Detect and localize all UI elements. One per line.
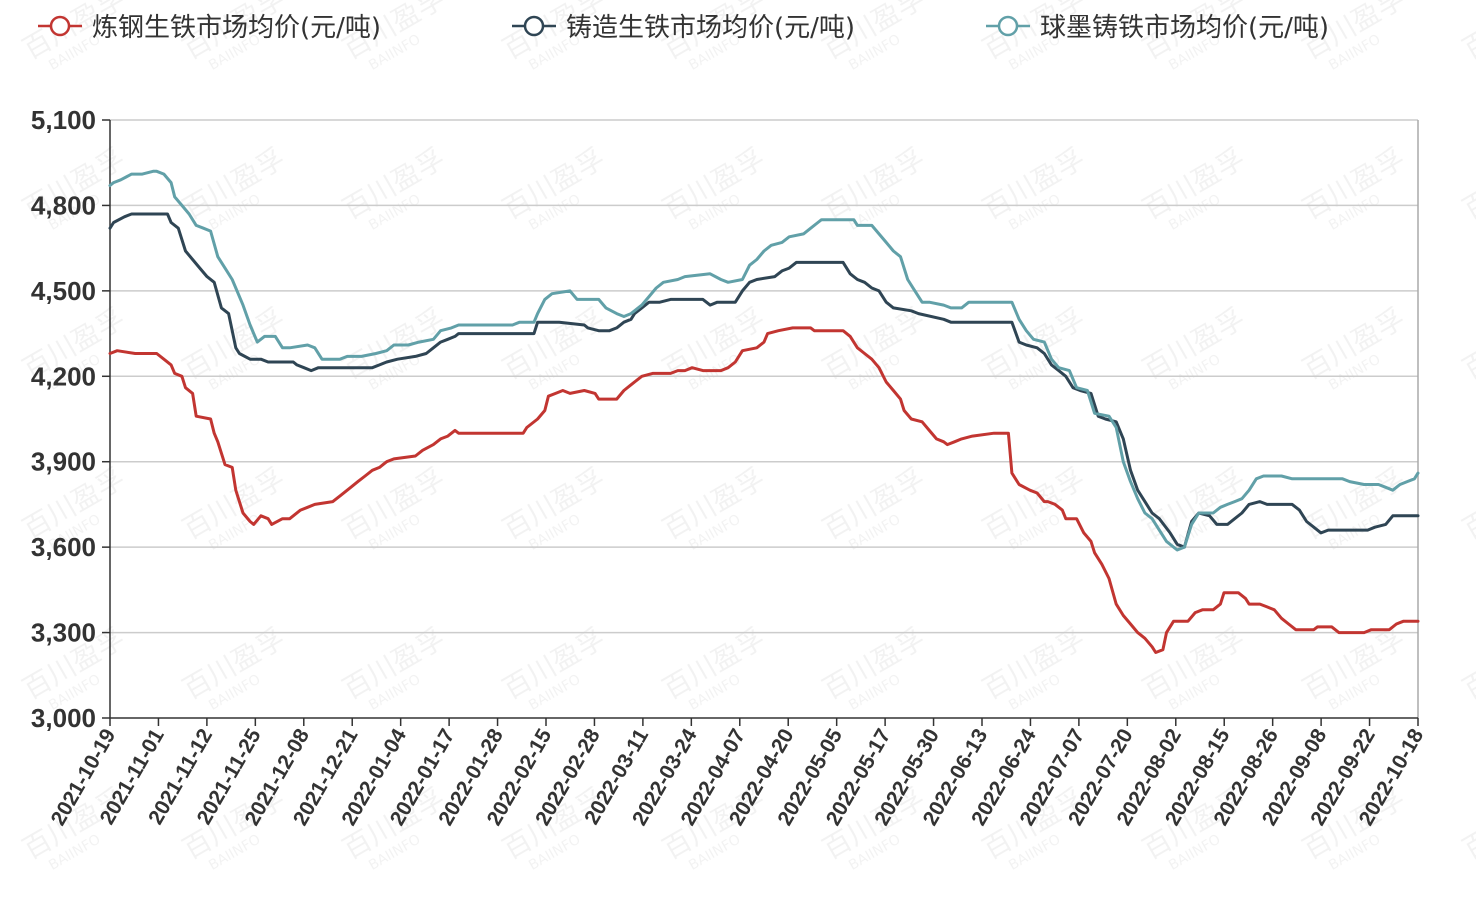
grid-lines	[110, 119, 1418, 634]
svg-text:百川盈孚: 百川盈孚	[1457, 621, 1476, 706]
legend-item-2[interactable]: 铸造生铁市场均价(元/吨)	[512, 13, 855, 43]
svg-text:百川盈孚: 百川盈孚	[1457, 301, 1476, 386]
series-line-3	[108, 169, 1420, 552]
legend-item-1[interactable]: 炼钢生铁市场均价(元/吨)	[38, 13, 381, 43]
legend-marker-icon	[49, 15, 71, 37]
y-tick-label: 3,300	[31, 618, 96, 648]
legend-item-3[interactable]: 球墨铸铁市场均价(元/吨)	[986, 13, 1329, 43]
svg-text:百川盈孚: 百川盈孚	[1457, 461, 1476, 546]
y-tick-label: 3,600	[31, 532, 96, 562]
svg-text:百川盈孚: 百川盈孚	[1457, 0, 1476, 66]
y-tick-label: 3,900	[31, 447, 96, 477]
y-tick-label: 4,800	[31, 190, 96, 220]
series-line-1	[108, 326, 1420, 654]
legend-label: 炼钢生铁市场均价(元/吨)	[92, 13, 381, 43]
svg-text:百川盈孚: 百川盈孚	[1457, 781, 1476, 866]
legend-marker-icon	[997, 15, 1019, 37]
y-tick-label: 4,500	[31, 276, 96, 306]
y-tick-label: 5,100	[31, 105, 96, 135]
y-tick-label: 3,000	[31, 703, 96, 733]
series-lines	[108, 169, 1420, 654]
svg-text:百川盈孚: 百川盈孚	[1457, 141, 1476, 226]
legend-label: 铸造生铁市场均价(元/吨)	[566, 13, 855, 43]
y-tick-label: 4,200	[31, 361, 96, 391]
legend[interactable]: 炼钢生铁市场均价(元/吨) 铸造生铁市场均价(元/吨) 球墨铸铁市场均价(元/吨)	[38, 13, 1329, 43]
legend-marker-icon	[523, 15, 545, 37]
legend-label: 球墨铸铁市场均价(元/吨)	[1040, 13, 1329, 43]
